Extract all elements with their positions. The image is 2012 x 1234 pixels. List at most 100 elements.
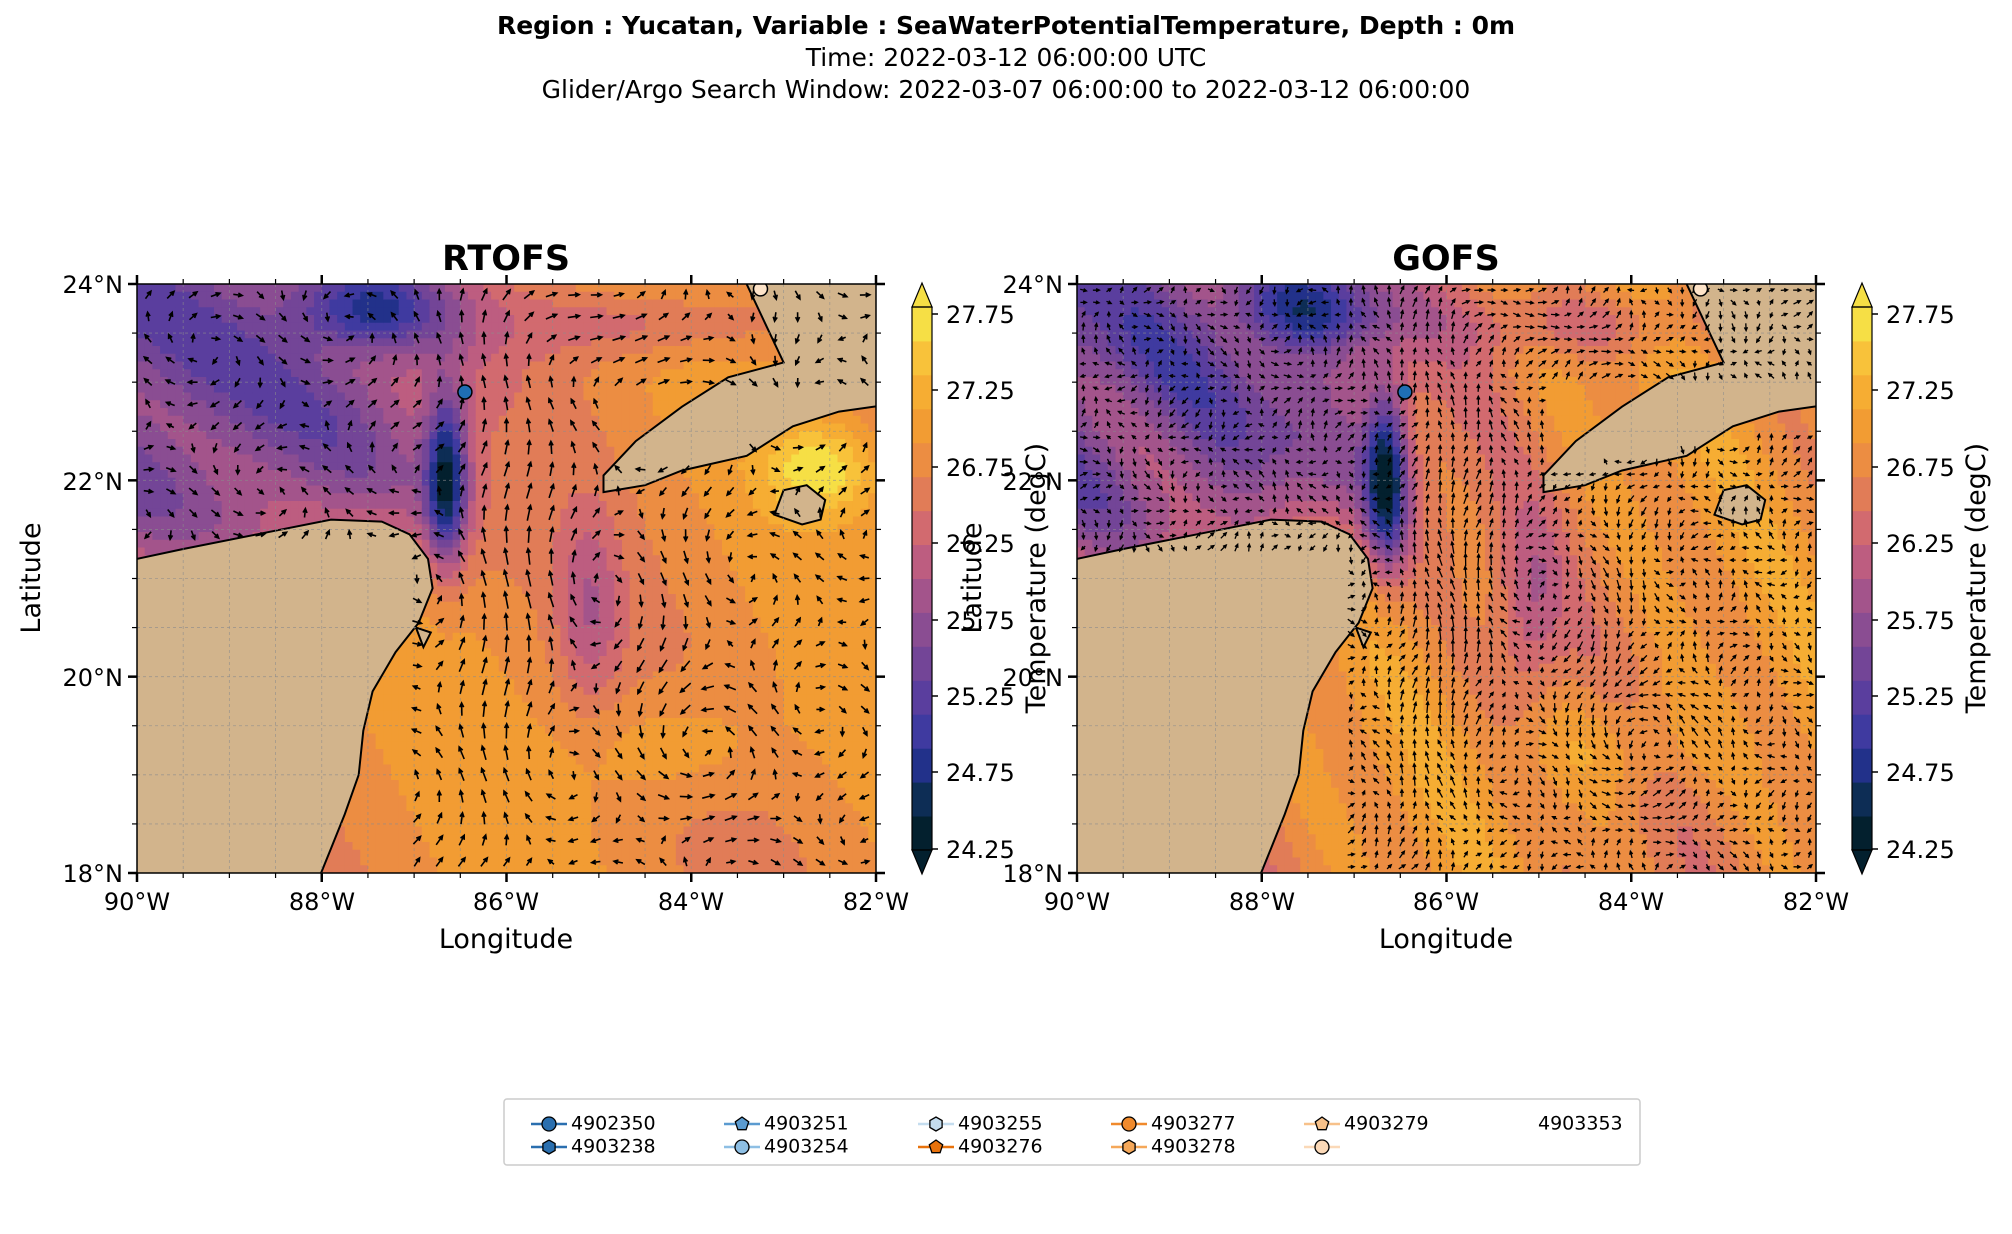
temperature-cell <box>521 679 531 688</box>
temperature-cell <box>637 609 646 618</box>
temperature-cell <box>260 322 269 332</box>
temperature-cell <box>144 361 153 370</box>
temperature-cell <box>367 315 377 324</box>
temperature-cell <box>383 710 392 719</box>
temperature-cell <box>506 718 515 727</box>
temperature-cell <box>160 307 169 316</box>
temperature-cell <box>444 818 454 828</box>
temperature-cell <box>375 338 384 347</box>
temperature-cell <box>375 818 384 828</box>
temperature-cell <box>498 563 508 572</box>
temperature-cell <box>575 431 585 440</box>
temperature-cell <box>614 656 623 665</box>
temperature-cell <box>398 826 408 835</box>
temperature-cell <box>475 284 485 293</box>
temperature-cell <box>391 477 400 487</box>
temperature-cell <box>475 834 485 843</box>
temperature-cell <box>575 400 585 409</box>
temperature-cell <box>637 539 646 549</box>
temperature-cell <box>383 694 392 704</box>
temperature-cell <box>544 547 554 556</box>
temperature-cell <box>237 346 246 355</box>
temperature-cell <box>606 578 615 587</box>
temperature-cell <box>537 284 546 293</box>
temperature-cell <box>575 834 585 843</box>
temperature-cell <box>560 609 569 618</box>
temperature-cell <box>460 756 469 766</box>
temperature-cell <box>568 849 577 859</box>
temperature-cell <box>575 617 585 626</box>
temperature-cell <box>598 361 608 370</box>
temperature-cell <box>629 384 638 394</box>
temperature-cell <box>460 539 469 549</box>
temperature-cell <box>575 338 585 347</box>
temperature-cell <box>621 400 631 409</box>
temperature-cell <box>429 477 438 487</box>
temperature-cell <box>598 710 608 719</box>
temperature-cell <box>213 439 223 448</box>
temperature-cell <box>398 764 408 773</box>
temperature-cell <box>598 625 608 634</box>
temperature-cell <box>429 539 438 549</box>
temperature-cell <box>206 369 215 378</box>
temperature-cell <box>621 408 631 417</box>
temperature-cell <box>406 400 415 409</box>
temperature-cell <box>414 671 423 680</box>
temperature-cell <box>229 462 238 471</box>
temperature-cell <box>252 501 261 510</box>
temperature-cell <box>383 787 392 797</box>
temperature-cell <box>352 849 361 859</box>
temperature-cell <box>244 485 254 494</box>
temperature-cell <box>406 315 415 324</box>
temperature-cell <box>321 338 331 347</box>
temperature-cell <box>537 679 546 688</box>
temperature-cell <box>244 346 254 355</box>
temperature-cell <box>144 493 153 502</box>
temperature-cell <box>190 307 200 316</box>
temperature-cell <box>514 547 523 556</box>
temperature-cell <box>521 462 531 471</box>
temperature-cell <box>429 857 438 866</box>
temperature-cell <box>614 780 623 789</box>
temperature-cell <box>498 609 508 618</box>
temperature-cell <box>483 555 492 564</box>
temperature-cell <box>444 609 454 618</box>
temperature-cell <box>514 508 523 518</box>
temperature-cell <box>421 617 431 626</box>
temperature-cell <box>314 400 323 409</box>
temperature-cell <box>583 710 592 719</box>
temperature-cell <box>160 431 169 440</box>
temperature-cell <box>521 446 531 456</box>
temperature-cell <box>583 648 592 657</box>
temperature-cell <box>421 710 431 719</box>
temperature-cell <box>406 462 415 471</box>
temperature-cell <box>552 741 561 750</box>
temperature-cell <box>591 849 600 859</box>
temperature-cell <box>621 756 631 766</box>
temperature-cell <box>560 346 569 355</box>
temperature-cell <box>314 377 323 386</box>
temperature-cell <box>621 563 631 572</box>
temperature-cell <box>606 408 615 417</box>
temperature-cell <box>298 493 307 502</box>
temperature-cell <box>429 408 438 417</box>
temperature-cell <box>444 423 454 432</box>
temperature-cell <box>290 369 300 378</box>
temperature-cell <box>506 470 515 479</box>
temperature-cell <box>544 826 554 835</box>
temperature-cell <box>591 555 600 564</box>
temperature-cell <box>383 315 392 324</box>
temperature-cell <box>629 865 638 873</box>
temperature-cell <box>544 648 554 657</box>
temperature-cell <box>591 384 600 394</box>
temperature-cell <box>598 679 608 688</box>
temperature-cell <box>367 795 377 804</box>
temperature-cell <box>498 586 508 595</box>
temperature-cell <box>452 718 461 727</box>
temperature-cell <box>444 756 454 766</box>
temperature-cell <box>552 842 561 851</box>
temperature-cell <box>352 446 361 456</box>
temperature-cell <box>375 400 384 409</box>
temperature-cell <box>460 710 469 719</box>
